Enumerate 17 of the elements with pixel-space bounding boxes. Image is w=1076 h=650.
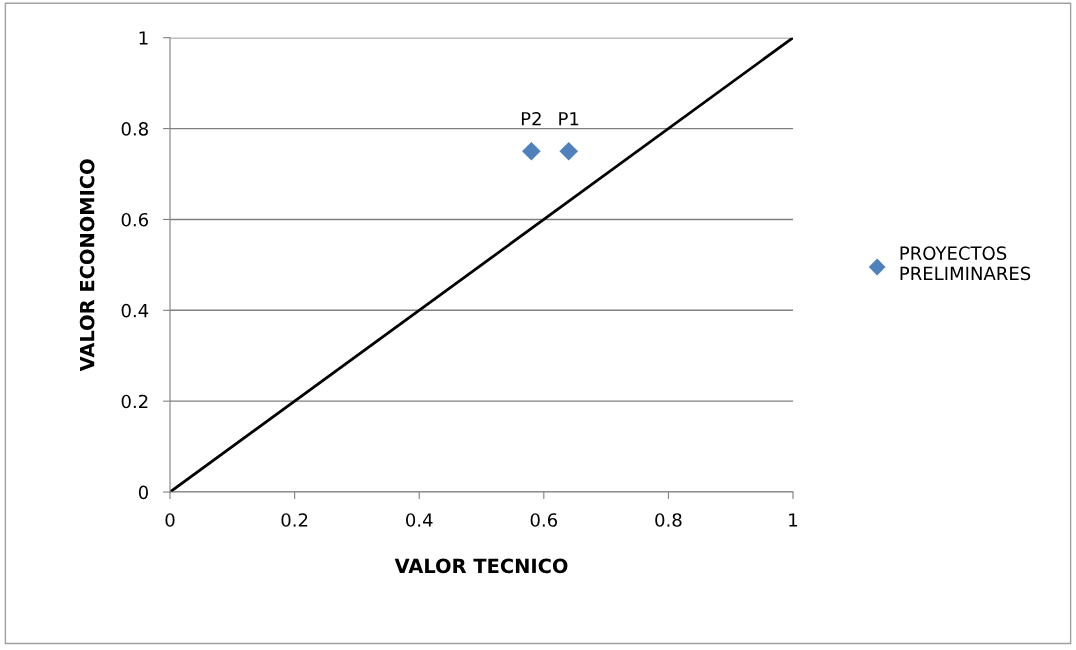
- x-tick-label: 0.2: [281, 513, 308, 527]
- y-tick-label: 1: [139, 31, 148, 45]
- x-tick-label: 0.8: [655, 513, 682, 527]
- y-tick-label: 0: [138, 485, 148, 500]
- x-tick-label: 0.4: [406, 513, 433, 527]
- x-axis-title: VALOR TECNICO: [394, 558, 568, 574]
- y-tick-label: 0.8: [121, 122, 148, 136]
- y-tick-label: 0.2: [121, 394, 148, 409]
- x-tick-label: 0.6: [530, 513, 558, 527]
- y-tick-label: 0.6: [121, 212, 149, 227]
- annotation: P2: [521, 111, 541, 126]
- x-tick-label: 1: [789, 513, 798, 527]
- legend-label: PROYECTOS PRELIMINARES: [900, 246, 1031, 281]
- y-tick-label: 0.4: [121, 303, 149, 318]
- x-tick-label: 0: [165, 513, 175, 527]
- annotation: P1: [559, 112, 579, 126]
- y-axis-title: VALOR ECONOMICO: [79, 159, 95, 372]
